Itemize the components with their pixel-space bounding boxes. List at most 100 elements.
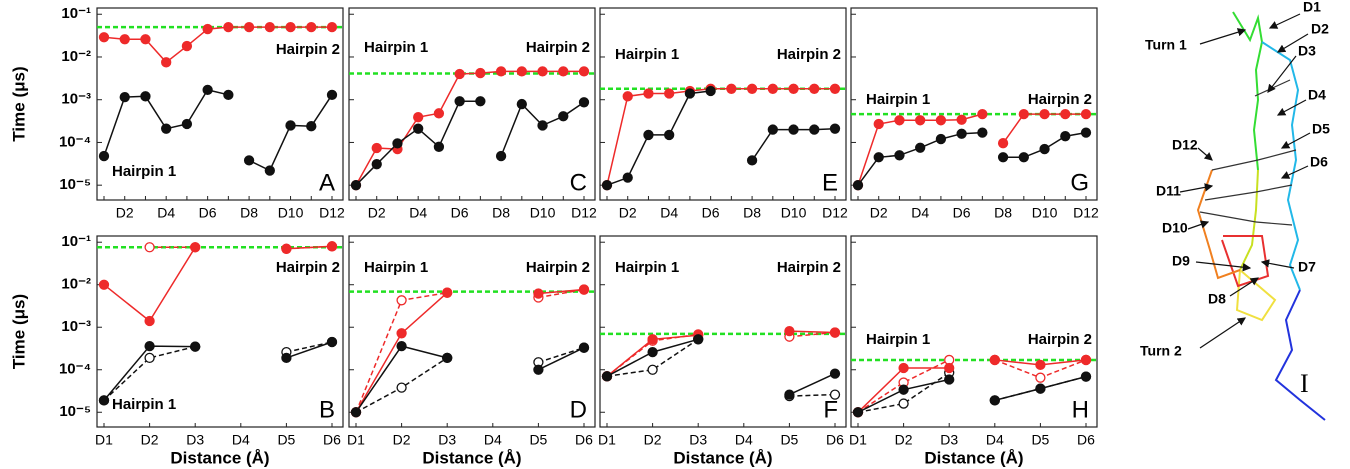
panel-label: A (319, 169, 335, 196)
data-point (989, 395, 1000, 406)
x-tick-label: D3 (438, 432, 456, 448)
diagram-label: D2 (1311, 21, 1329, 37)
panel: D1 D2 D3 D4 D5 D6 Hairpin 1 Hairpin 2 D Distance … (347, 235, 596, 467)
series-line (355, 288, 585, 413)
data-point (664, 129, 675, 141)
data-point (202, 84, 213, 96)
data-point (647, 334, 658, 345)
data-point (396, 328, 407, 339)
x-tick-label: D8 (743, 205, 761, 221)
x-tick-label: D2 (393, 432, 411, 448)
x-tick-label: D2 (870, 205, 888, 221)
x-axis-title: Distance (Å) (170, 448, 269, 467)
data-point (647, 346, 658, 358)
data-point (898, 398, 909, 409)
annotation: Hairpin 1 (364, 39, 428, 56)
data-point (243, 155, 255, 166)
diagram-label: D3 (1298, 43, 1316, 59)
x-tick-label: D6 (323, 432, 341, 448)
data-point (1080, 354, 1092, 366)
data-point (98, 279, 110, 290)
data-point (809, 124, 820, 135)
annotation: Hairpin 1 (112, 396, 176, 413)
data-point (454, 96, 465, 107)
diagram-label: Turn 2 (1140, 343, 1182, 359)
data-point (495, 66, 507, 77)
data-point (161, 123, 172, 134)
data-point (601, 180, 613, 191)
series-line (103, 245, 333, 323)
data-point (898, 384, 909, 395)
data-point (944, 374, 955, 385)
data-point (578, 342, 590, 353)
data-point (433, 108, 445, 119)
x-tick-label: D6 (702, 205, 720, 221)
x-tick-label: D10 (781, 205, 807, 221)
data-point (784, 325, 795, 337)
data-point (873, 118, 884, 130)
series-line (606, 331, 836, 377)
x-tick-label: D6 (451, 205, 469, 221)
data-point (190, 242, 201, 253)
arrow (1276, 33, 1309, 53)
data-point (829, 368, 841, 379)
data-point (190, 341, 201, 352)
x-tick-label: D3 (940, 432, 958, 448)
chain-green (1232, 11, 1264, 171)
distance-line (1255, 184, 1293, 193)
arrow (1195, 261, 1252, 272)
data-point (202, 23, 213, 35)
arrow (1197, 147, 1213, 161)
data-point (243, 21, 255, 33)
plot-frame (599, 235, 847, 428)
y-tick-label: 10⁻⁵ (59, 176, 91, 193)
data-point (726, 83, 737, 94)
diagram-label: D5 (1312, 121, 1330, 137)
data-point (1060, 108, 1071, 120)
chain-cyan (1261, 41, 1301, 291)
data-point (371, 159, 382, 170)
panel-label: C (570, 169, 587, 196)
x-tick-label: D12 (571, 205, 597, 221)
series-line (355, 346, 585, 413)
series-line (355, 345, 585, 413)
data-point (809, 83, 820, 94)
series-line (355, 70, 584, 186)
series-line (103, 341, 333, 401)
x-tick-label: D8 (492, 205, 510, 221)
panel: D2 D4 D6 D8 D10 D12 Hairpin 1 Hairpin 2 G (850, 7, 1099, 221)
data-point (350, 407, 362, 418)
data-point (829, 327, 841, 338)
data-point (144, 340, 155, 352)
arrow (1276, 99, 1307, 116)
x-tick-label: D4 (735, 432, 753, 448)
x-tick-label: D1 (347, 432, 365, 448)
data-point (454, 68, 465, 80)
data-point (1035, 383, 1046, 394)
data-point (784, 389, 795, 400)
data-point (622, 172, 633, 183)
diagram-label: D11 (1156, 183, 1181, 199)
data-point (647, 364, 658, 375)
x-tick-label: D6 (575, 432, 593, 448)
series-line (606, 90, 711, 186)
data-point (898, 362, 909, 374)
annotation: Hairpin 1 (615, 46, 679, 63)
plot-frame (348, 7, 596, 201)
series-line (606, 88, 835, 186)
x-tick-label: D6 (1077, 432, 1095, 448)
y-axis-title: Time (μs) (9, 294, 28, 369)
x-tick-label: D2 (141, 432, 159, 448)
data-point (997, 138, 1009, 149)
data-point (578, 66, 590, 77)
data-point (643, 129, 654, 141)
data-point (475, 96, 486, 107)
data-point (433, 141, 445, 152)
y-tick-label: 10⁻³ (61, 91, 91, 108)
data-point (894, 115, 905, 126)
plot-frame (96, 7, 344, 201)
data-point (285, 21, 296, 33)
data-point (1035, 372, 1046, 383)
panel-label: D (570, 396, 587, 423)
